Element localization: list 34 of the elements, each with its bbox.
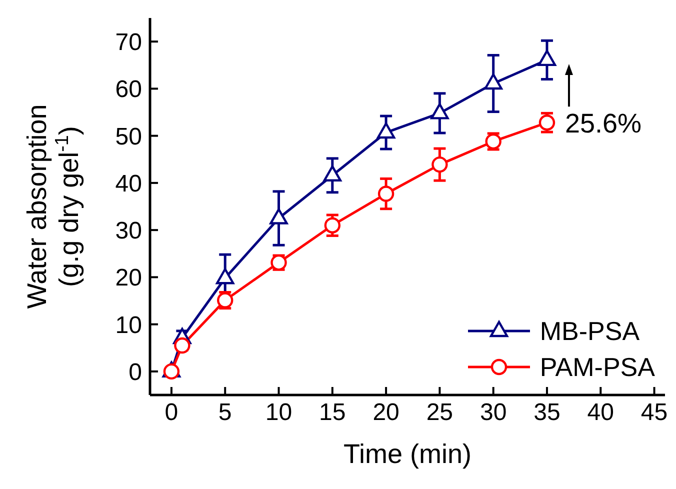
x-tick-label: 25: [426, 399, 454, 426]
y-tick-label: 20: [115, 264, 142, 292]
x-tick-label: 20: [372, 399, 400, 426]
point: [174, 337, 190, 354]
legend-label: MB-PSA: [540, 316, 640, 346]
x-tick-label: 35: [534, 399, 560, 426]
x-tick-label: 30: [480, 399, 507, 426]
point: [163, 363, 180, 380]
x-tick-label: 45: [640, 399, 668, 426]
x-tick-label: 40: [587, 399, 614, 426]
legend-label: PAM-PSA: [540, 352, 655, 382]
point: [430, 103, 449, 120]
y-tick-label: 10: [115, 312, 142, 339]
y-tick-label: 60: [115, 76, 142, 104]
point: [216, 268, 234, 284]
x-tick-label: 5: [218, 399, 232, 426]
annotation: 25.6%: [564, 108, 642, 139]
point: [323, 165, 342, 182]
x-axis-title: Time (min): [344, 439, 472, 469]
x-tick-label: 10: [265, 399, 292, 426]
point: [270, 208, 288, 224]
point: [484, 73, 502, 90]
point: [324, 217, 340, 234]
x-tick-label: 15: [319, 399, 346, 426]
point: [376, 122, 396, 139]
x-tick-label: 0: [164, 399, 178, 426]
point: [378, 186, 394, 202]
y-tick-label: 50: [115, 123, 142, 150]
y-tick-label: 0: [128, 358, 142, 386]
point: [538, 50, 556, 66]
y-tick-label: 40: [115, 170, 142, 198]
y-tick-label: 30: [115, 218, 142, 245]
y-tick-label: 70: [115, 29, 142, 56]
point: [432, 156, 448, 173]
